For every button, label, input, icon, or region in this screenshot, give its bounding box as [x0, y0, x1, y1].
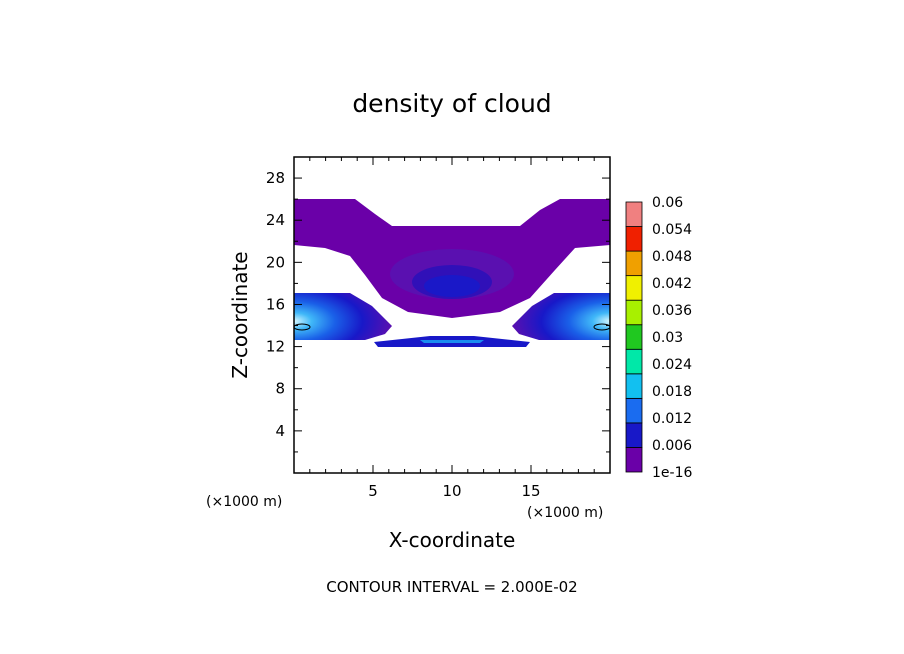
x-tick-label: 5 — [368, 482, 378, 500]
right-cloud-lobe — [512, 293, 610, 340]
colorbar-label: 0.006 — [652, 438, 692, 454]
colorbar-label: 0.054 — [652, 222, 692, 238]
x-axis-title: X-coordinate — [389, 528, 516, 552]
chart-title: density of cloud — [352, 89, 551, 118]
colorbar-swatch — [625, 348, 643, 375]
colorbar-label: 0.024 — [652, 357, 692, 373]
colorbar-swatch — [625, 447, 643, 473]
colorbar-swatch — [625, 422, 643, 448]
left-cloud-lobe — [294, 293, 392, 340]
colorbar-label: 0.042 — [652, 276, 692, 292]
y-tick-label: 16 — [266, 295, 285, 313]
colorbar-label: 0.012 — [652, 411, 692, 427]
y-tick-label: 12 — [266, 338, 285, 356]
lower-cloud-sliver-core — [420, 340, 484, 343]
colorbar-swatch — [625, 324, 643, 350]
colorbar-label: 1e-16 — [652, 465, 692, 481]
y-axis-ticks: 4 8 12 16 20 24 28 — [266, 169, 610, 453]
x-unit-left: (×1000 m) — [206, 494, 282, 510]
colorbar-swatch — [625, 373, 643, 399]
left-lobe-contour — [294, 323, 311, 331]
x-tick-label: 10 — [442, 482, 461, 500]
y-tick-label: 8 — [275, 380, 285, 398]
colorbar-label: 0.048 — [652, 249, 692, 265]
y-tick-label: 28 — [266, 169, 285, 187]
x-tick-label: 15 — [521, 482, 540, 500]
colorbar-swatch — [625, 250, 643, 277]
x-axis-ticks: 5 10 15 — [309, 157, 595, 500]
colorbar-swatch — [625, 201, 643, 227]
contour-interval-note: CONTOUR INTERVAL = 2.000E-02 — [326, 578, 577, 596]
colorbar-label: 0.03 — [652, 330, 683, 346]
colorbar-label: 0.036 — [652, 303, 692, 319]
colorbar-swatch — [625, 226, 643, 252]
y-tick-label: 20 — [266, 253, 285, 271]
upper-core-inner — [424, 275, 480, 297]
right-lobe-contour — [593, 323, 610, 331]
colorbar-label: 0.018 — [652, 384, 692, 400]
colorbar-swatch — [625, 275, 643, 301]
colorbar: 1e-16 0.006 0.012 0.018 0.024 0.03 0.036 0.042 0… — [625, 195, 692, 481]
colorbar-label: 0.06 — [652, 195, 683, 211]
contour-fills — [294, 199, 610, 347]
colorbar-swatch — [625, 299, 643, 326]
y-tick-label: 24 — [266, 211, 285, 229]
x-unit-right: (×1000 m) — [527, 505, 603, 521]
y-tick-label: 4 — [275, 422, 285, 440]
colorbar-swatch — [625, 397, 643, 424]
y-axis-title: Z-coordinate — [228, 251, 252, 378]
